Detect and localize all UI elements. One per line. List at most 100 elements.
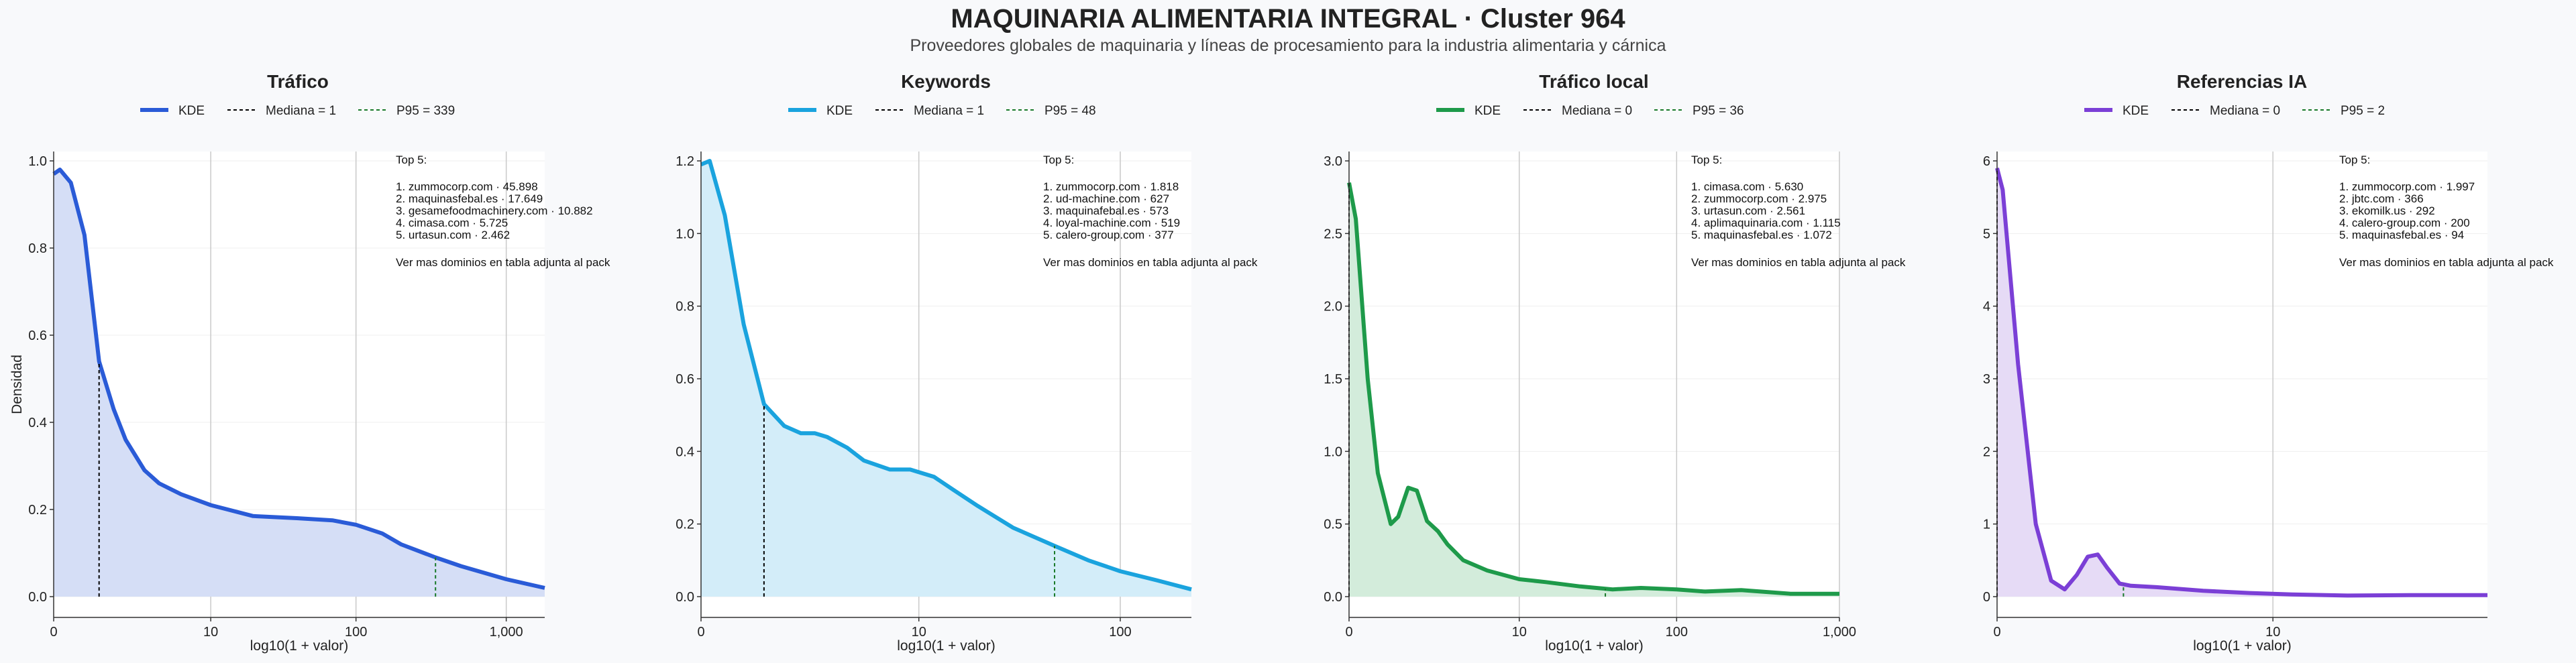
keywords-top5-item: 5. calero-group.com · 377 <box>1043 229 1174 241</box>
referencias-ia-kde-line <box>1995 168 2487 598</box>
keywords-top5-item: 3. maquinafebal.es · 573 <box>1043 204 1169 217</box>
trafico-local-ytick-label: 2.5 <box>1324 227 1342 241</box>
keywords-xtick-label: 100 <box>1109 625 1131 640</box>
keywords-top5-heading: Top 5: <box>1043 154 1074 166</box>
keywords-xlabel: log10(1 + valor) <box>897 638 996 654</box>
referencias-ia-top5-item: 5. maquinasfebal.es · 94 <box>2339 229 2464 241</box>
trafico-local-ytick-label: 2.0 <box>1324 300 1342 314</box>
referencias-ia-ytick-label: 5 <box>1983 227 1990 241</box>
referencias-ia-top5-note: Ver mas dominios en tabla adjunta al pac… <box>2339 256 2554 269</box>
trafico-ytick-label: 0.4 <box>28 416 47 430</box>
keywords-legend: KDE Mediana = 1 P95 = 48 <box>788 104 1096 118</box>
trafico-ytick-label: 0.0 <box>28 590 47 605</box>
trafico-local-legend: KDE Mediana = 0 P95 = 36 <box>1436 104 1744 118</box>
keywords-top5-item: 1. zummocorp.com · 1.818 <box>1043 180 1179 193</box>
trafico-local-legend-p95-label: P95 = 36 <box>1693 104 1744 118</box>
trafico-local-kde-line <box>1347 182 1839 596</box>
trafico-local-ytick-label: 1.0 <box>1324 444 1342 459</box>
keywords-ytick-label: 1.0 <box>676 227 694 241</box>
trafico-local-top5-item: 1. cimasa.com · 5.630 <box>1691 180 1803 193</box>
keywords-legend-p95-label: P95 = 48 <box>1044 104 1096 118</box>
keywords-ytick-label: 0.0 <box>676 590 694 605</box>
keywords-ytick-label: 0.6 <box>676 372 694 387</box>
trafico-ylabel: Densidad <box>9 355 25 414</box>
keywords-ytick-label: 0.8 <box>676 300 694 314</box>
referencias-ia-legend-kde-label: KDE <box>2123 104 2149 118</box>
referencias-ia-plot-area <box>1997 152 2487 617</box>
trafico-top5-item: 1. zummocorp.com · 45.898 <box>396 180 538 193</box>
keywords-xtick-label: 0 <box>697 625 704 640</box>
trafico-ytick-label: 0.2 <box>28 503 47 518</box>
trafico-legend-kde-label: KDE <box>178 104 205 118</box>
referencias-ia-ytick-label: 4 <box>1983 300 1990 314</box>
keywords-kde-area <box>701 161 1191 597</box>
trafico-top5-note: Ver mas dominios en tabla adjunta al pac… <box>396 256 610 269</box>
keywords-panel: 0.0 0.2 0.4 0.6 0.8 1.0 1.2 0 10 100 log10(1 + val… <box>676 71 1258 654</box>
page-subtitle: Proveedores globales de maquinaria y lín… <box>910 36 1666 55</box>
referencias-ia-legend-p95-label: P95 = 2 <box>2341 104 2385 118</box>
trafico-legend-p95-label: P95 = 339 <box>396 104 455 118</box>
trafico-local-ytick-label: 3.0 <box>1324 154 1342 169</box>
keywords-xtick-label: 10 <box>912 625 926 640</box>
trafico-xtick-label: 10 <box>203 625 218 640</box>
trafico-xlabel: log10(1 + valor) <box>250 638 349 654</box>
referencias-ia-top5-item: 4. calero-group.com · 200 <box>2339 217 2470 229</box>
referencias-ia-top5-heading: Top 5: <box>2339 154 2370 166</box>
referencias-ia-xlabel: log10(1 + valor) <box>2193 638 2292 654</box>
trafico-legend-median-label: Mediana = 1 <box>266 104 336 118</box>
trafico-title: Tráfico <box>267 71 329 92</box>
referencias-ia-ytick-label: 6 <box>1983 154 1990 169</box>
keywords-top5-item: 4. loyal-machine.com · 519 <box>1043 217 1180 229</box>
referencias-ia-ytick-label: 2 <box>1983 444 1990 459</box>
trafico-local-legend-median-label: Mediana = 0 <box>1562 104 1632 118</box>
trafico-kde-line <box>52 168 545 590</box>
referencias-ia-legend-median-label: Mediana = 0 <box>2210 104 2280 118</box>
keywords-top5-item: 2. ud-machine.com · 627 <box>1043 192 1169 205</box>
trafico-local-title: Tráfico local <box>1539 71 1648 92</box>
trafico-local-ytick-label: 0.0 <box>1324 590 1342 605</box>
trafico-local-top5-heading: Top 5: <box>1691 154 1722 166</box>
trafico-local-xlabel: log10(1 + valor) <box>1545 638 1644 654</box>
keywords-top5-note: Ver mas dominios en tabla adjunta al pac… <box>1043 256 1258 269</box>
trafico-panel: 0.0 0.2 0.4 0.6 0.8 1.0 0 10 100 1,000 log10(1 + v… <box>9 71 610 654</box>
trafico-ytick-label: 0.6 <box>28 328 47 343</box>
trafico-local-top5-item: 4. aplimaquinaria.com · 1.115 <box>1691 217 1841 229</box>
trafico-xtick-label: 100 <box>345 625 367 640</box>
trafico-local-top5-item: 5. maquinasfebal.es · 1.072 <box>1691 229 1832 241</box>
referencias-ia-xtick-label: 10 <box>2265 625 2280 640</box>
keywords-ytick-label: 0.2 <box>676 518 694 532</box>
trafico-local-ytick-label: 1.5 <box>1324 372 1342 387</box>
trafico-ytick-label: 1.0 <box>28 154 47 169</box>
trafico-legend: KDE Mediana = 1 P95 = 339 <box>140 104 455 118</box>
trafico-local-xtick-label: 1,000 <box>1823 625 1856 640</box>
trafico-top5-item: 4. cimasa.com · 5.725 <box>396 217 508 229</box>
keywords-kde-line <box>700 159 1192 592</box>
keywords-ytick-label: 1.2 <box>676 154 694 169</box>
trafico-local-xtick-label: 10 <box>1512 625 1527 640</box>
referencias-ia-top5-item: 2. jbtc.com · 366 <box>2339 192 2424 205</box>
trafico-local-top5-item: 3. urtasun.com · 2.561 <box>1691 204 1805 217</box>
trafico-ytick-label: 0.8 <box>28 241 47 256</box>
referencias-ia-ytick-label: 1 <box>1983 518 1990 532</box>
trafico-kde-area <box>54 170 545 597</box>
referencias-ia-xtick-label: 0 <box>1993 625 2000 640</box>
trafico-top5-item: 3. gesamefoodmachinery.com · 10.882 <box>396 204 593 217</box>
trafico-local-xtick-label: 0 <box>1345 625 1352 640</box>
referencias-ia-ytick-label: 3 <box>1983 372 1990 387</box>
trafico-local-ytick-label: 0.5 <box>1324 518 1342 532</box>
trafico-local-xtick-label: 100 <box>1666 625 1688 640</box>
trafico-local-kde-area <box>1349 182 1839 597</box>
page-title: MAQUINARIA ALIMENTARIA INTEGRAL · Cluste… <box>951 4 1625 34</box>
keywords-ytick-label: 0.4 <box>676 444 694 459</box>
trafico-top5-item: 5. urtasun.com · 2.462 <box>396 229 510 241</box>
trafico-xtick-label: 0 <box>50 625 57 640</box>
trafico-local-legend-kde-label: KDE <box>1474 104 1501 118</box>
keywords-legend-kde-label: KDE <box>826 104 853 118</box>
trafico-top5-heading: Top 5: <box>396 154 427 166</box>
